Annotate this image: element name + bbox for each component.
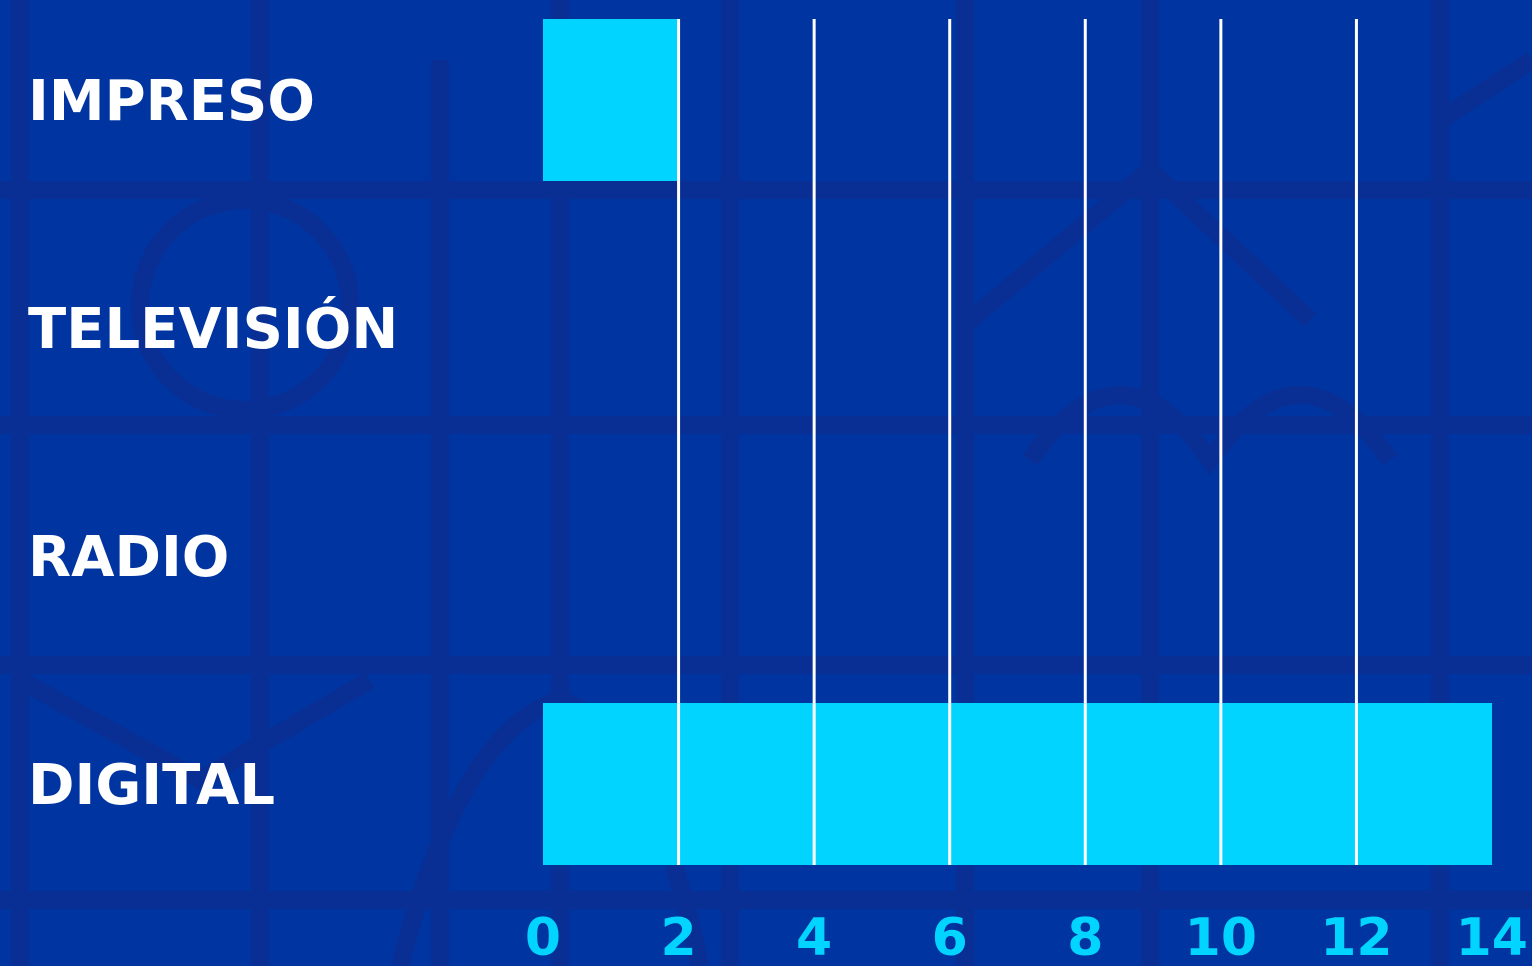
x-tick-label-6: 6 [932, 908, 968, 966]
bar-impreso [543, 19, 679, 181]
gridlines-layer [677, 19, 1358, 865]
category-label-radio: RADIO [28, 525, 229, 590]
x-tick-label-0: 0 [525, 908, 561, 966]
x-tick-label-2: 2 [660, 908, 696, 966]
bars-layer [543, 19, 1492, 865]
x-tick-label-4: 4 [796, 908, 832, 966]
x-tick-label-12: 12 [1320, 908, 1392, 966]
bar-digital [543, 703, 1492, 865]
category-label-digital: DIGITAL [28, 753, 275, 818]
x-axis-tick-labels: 0 2 4 6 8 10 12 14 [525, 908, 1528, 966]
category-label-impreso: IMPRESO [28, 69, 315, 134]
x-tick-label-10: 10 [1185, 908, 1257, 966]
category-label-television: TELEVISIÓN [28, 297, 398, 362]
x-tick-label-14: 14 [1456, 908, 1528, 966]
x-tick-label-8: 8 [1067, 908, 1103, 966]
category-labels: IMPRESO TELEVISIÓN RADIO DIGITAL [28, 69, 398, 818]
